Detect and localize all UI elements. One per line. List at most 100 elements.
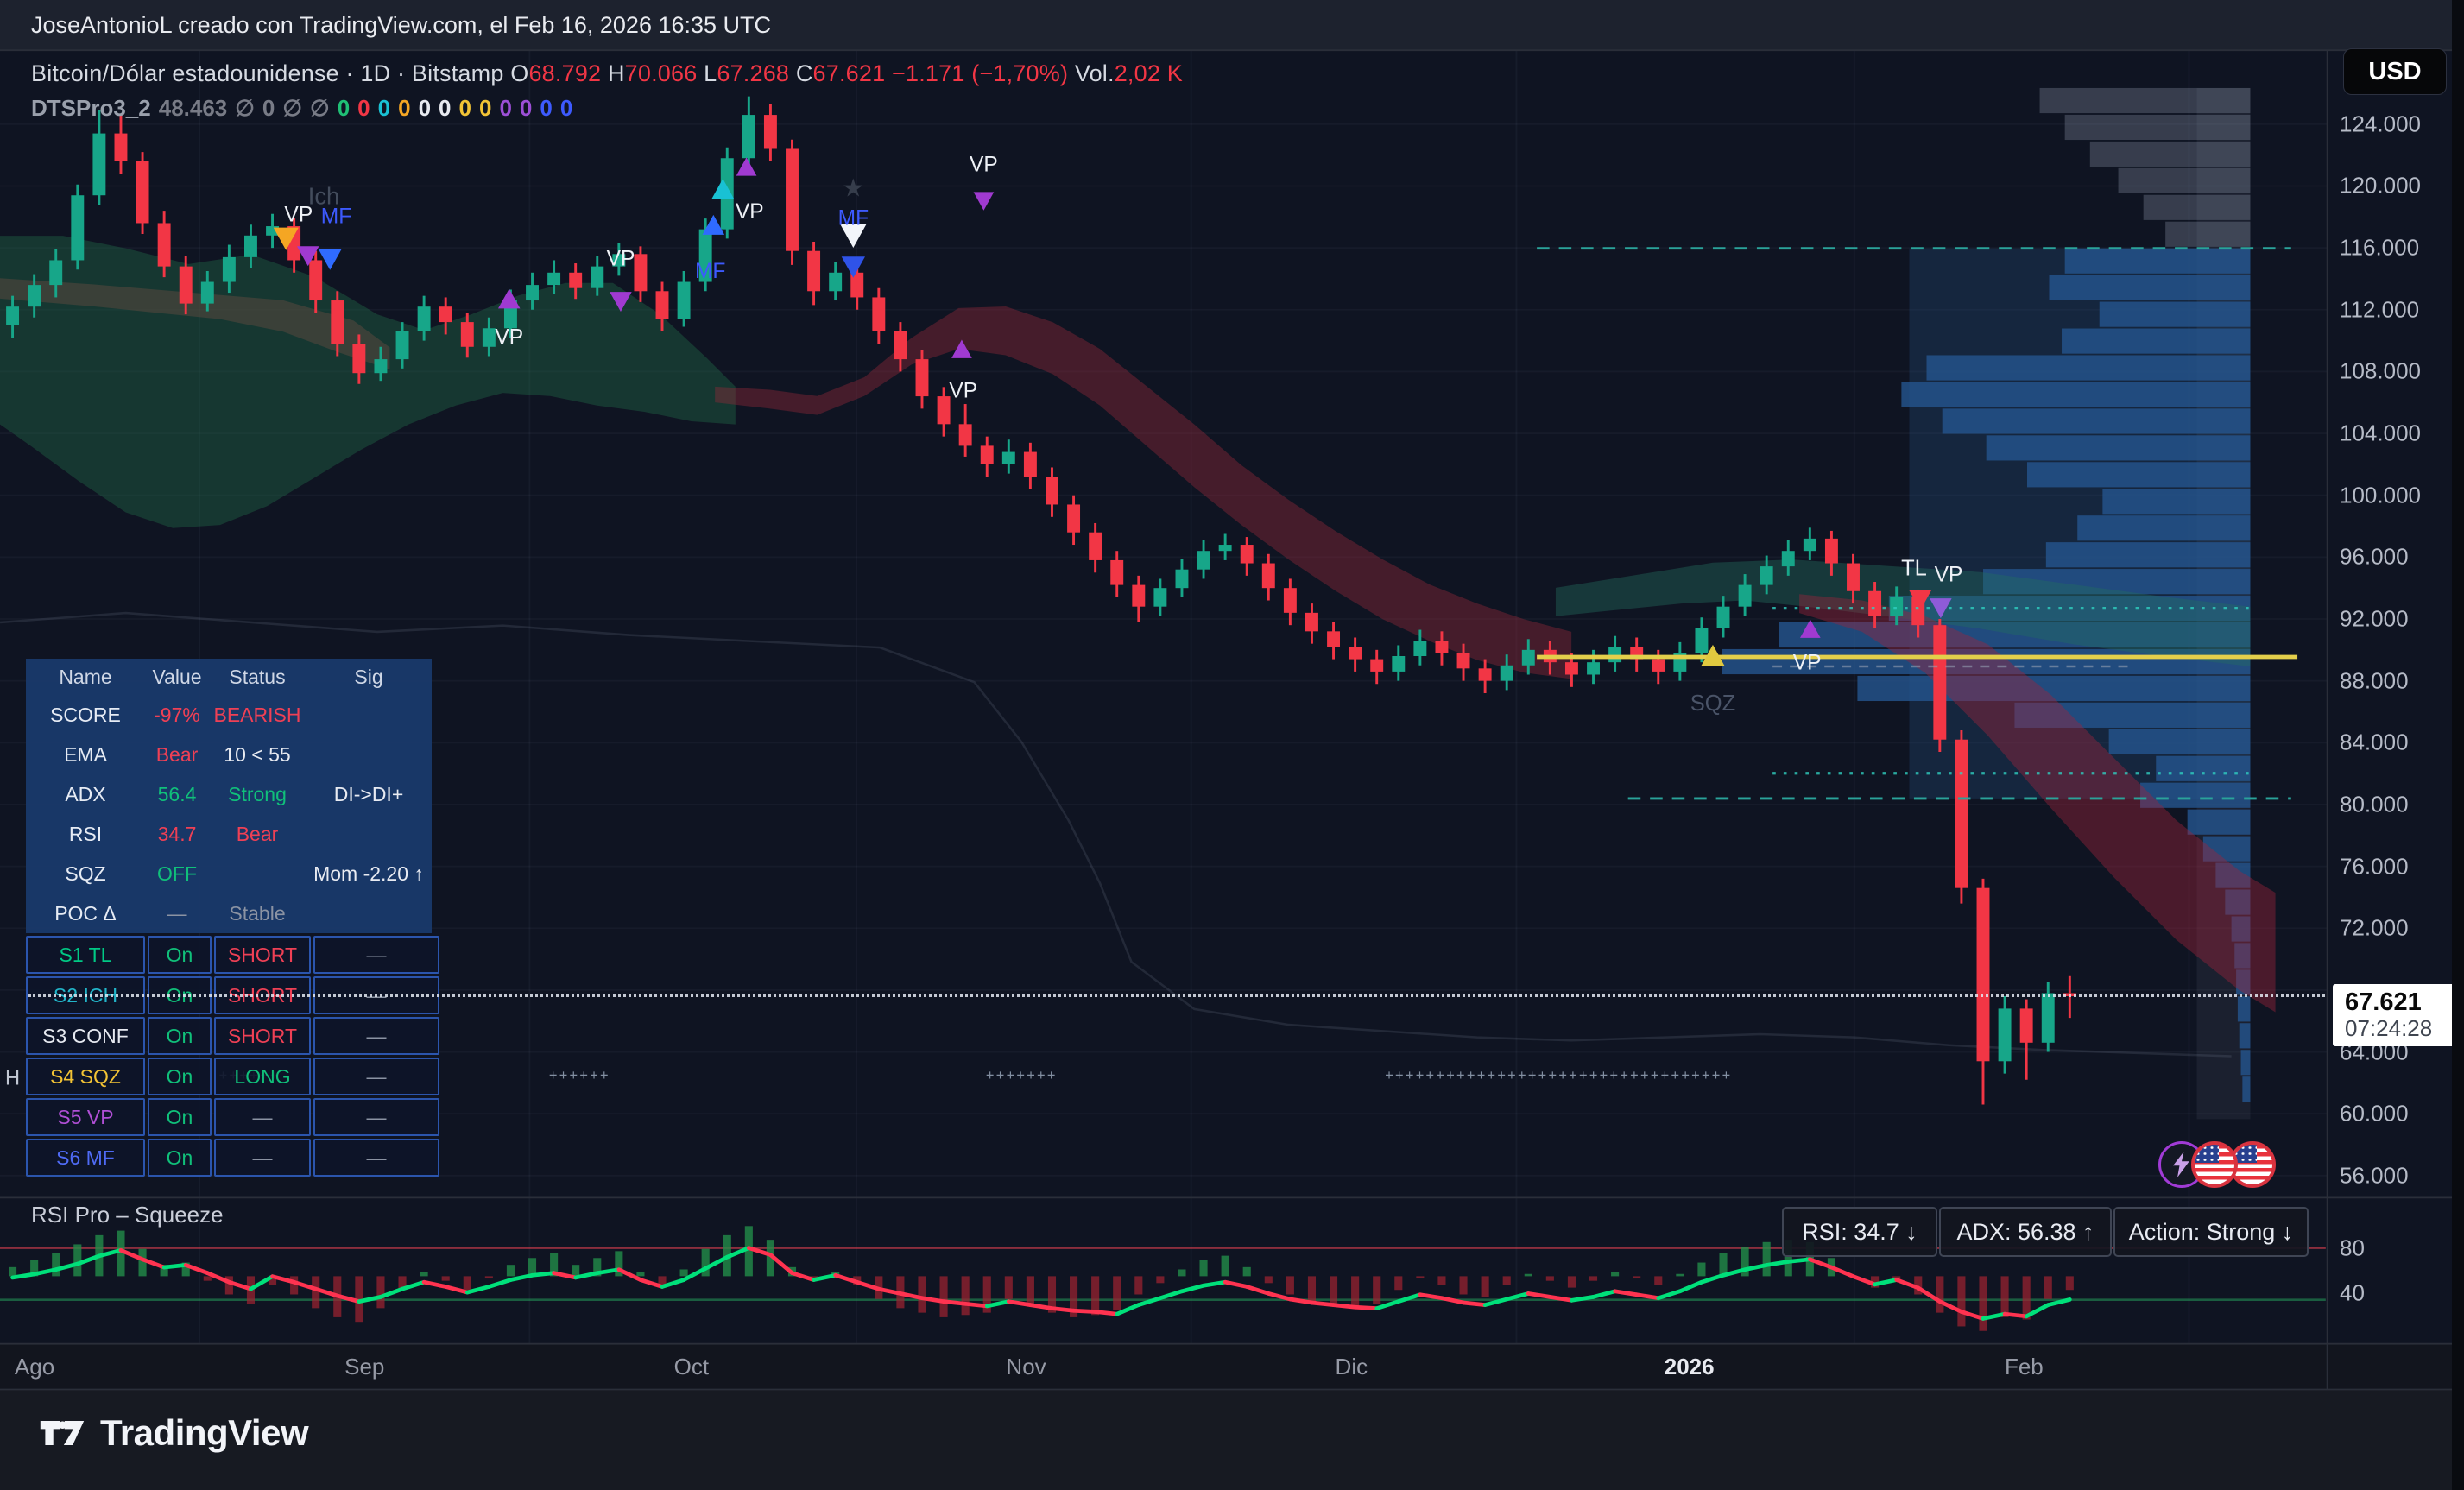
svg-text:H: H bbox=[5, 1067, 20, 1089]
currency-toggle-button[interactable]: USD bbox=[2343, 48, 2447, 95]
tradingview-branding[interactable]: TradingView bbox=[38, 1412, 309, 1454]
signal-cell: — bbox=[214, 1098, 311, 1136]
table-cell: OFF bbox=[157, 862, 197, 885]
svg-text:+: + bbox=[1538, 1068, 1547, 1083]
svg-text:+: + bbox=[1579, 1068, 1588, 1083]
svg-text:+: + bbox=[1027, 1068, 1035, 1083]
time-axis-label: Feb bbox=[2004, 1354, 2044, 1380]
signal-cell: On bbox=[148, 1017, 212, 1055]
signal-cell: S1 TL bbox=[26, 936, 145, 974]
svg-text:+: + bbox=[1600, 1068, 1608, 1083]
signal-cell: SHORT bbox=[214, 936, 311, 974]
svg-text:SQZ: SQZ bbox=[1690, 691, 1735, 716]
indicator-value-segment: 0 bbox=[262, 95, 275, 121]
mf-sell-marker bbox=[318, 249, 342, 270]
vp-sell-marker bbox=[297, 246, 319, 267]
indicator-value-segment: DTSPro3_2 bbox=[31, 95, 151, 121]
tl-sell-marker bbox=[1909, 590, 1931, 610]
signals-table: Name Value Status Sig SCORE -97% BEARISH EMA Bea… bbox=[26, 659, 439, 1177]
signal-cell: SHORT bbox=[214, 1017, 311, 1055]
svg-text:+: + bbox=[1007, 1068, 1015, 1083]
vp-buy-marker bbox=[951, 339, 972, 358]
symbol-info-segment: 70.066 bbox=[624, 60, 704, 86]
table-cell: ADX bbox=[65, 782, 106, 805]
vp-sell-marker bbox=[273, 227, 299, 250]
vp-sell-marker bbox=[973, 192, 995, 211]
price-axis-tick: 56.000 bbox=[2340, 1162, 2409, 1189]
price-axis-tick: 124.000 bbox=[2340, 110, 2421, 137]
signal-row: S1 TL On SHORT — bbox=[26, 933, 439, 974]
rsi-axis-tick: 40 bbox=[2340, 1279, 2365, 1306]
time-axis-label: 2026 bbox=[1664, 1354, 1715, 1380]
svg-text:+: + bbox=[590, 1068, 598, 1083]
indicator-value-segment: 0 bbox=[458, 95, 471, 121]
table-cell: Bear bbox=[155, 742, 199, 766]
signal-cell: — bbox=[313, 1058, 439, 1095]
indicator-legend-row[interactable]: DTSPro3_2 48.463 ∅ 0 ∅ ∅ 0 0 0 0 0 0 0 0 0 0 0 0 bbox=[31, 95, 580, 122]
table-cell: EMA bbox=[64, 742, 107, 766]
table-header-cell: Status bbox=[229, 665, 286, 688]
price-axis-tick: 108.000 bbox=[2340, 357, 2421, 384]
svg-text:+: + bbox=[1016, 1068, 1025, 1083]
svg-text:+: + bbox=[1569, 1068, 1577, 1083]
indicator-value-segment: 48.463 bbox=[158, 95, 228, 121]
pane-separators bbox=[0, 49, 2464, 1391]
bar-countdown: 07:24:28 bbox=[2345, 1015, 2433, 1041]
ichimoku-clouds bbox=[0, 236, 2276, 1013]
price-axis-tick: 84.000 bbox=[2340, 729, 2409, 755]
svg-text:+: + bbox=[1047, 1068, 1056, 1083]
vp-sell-marker bbox=[1930, 598, 1952, 619]
svg-text:+: + bbox=[1549, 1068, 1557, 1083]
flag-canton bbox=[2233, 1145, 2257, 1164]
indicator-status-badge: ADX: 56.38 ↑ bbox=[1939, 1207, 2112, 1257]
svg-text:+: + bbox=[1558, 1068, 1567, 1083]
price-axis-tick: 120.000 bbox=[2340, 172, 2421, 199]
table-cell: -97% bbox=[154, 703, 200, 726]
sqz-buy-marker bbox=[1701, 644, 1725, 666]
signal-cell: On bbox=[148, 936, 212, 974]
svg-text:VP: VP bbox=[284, 204, 313, 227]
svg-text:+: + bbox=[1691, 1068, 1700, 1083]
price-axis-tick: 96.000 bbox=[2340, 543, 2409, 570]
indicator-value-segment: 0 bbox=[519, 95, 533, 121]
symbol-info-row[interactable]: Bitcoin/Dólar estadounidense · 1D · Bits… bbox=[31, 60, 1183, 87]
vp-sell-marker bbox=[610, 292, 632, 313]
candles bbox=[6, 96, 2076, 1105]
last-price-value: 67.621 bbox=[2345, 988, 2422, 1016]
table-cell: POC Δ bbox=[54, 901, 117, 925]
signal-cell: S5 VP bbox=[26, 1098, 145, 1136]
last-price-label: 67.621 07:24:28 bbox=[2333, 984, 2461, 1046]
table-cell: Stable bbox=[229, 901, 286, 925]
svg-text:+: + bbox=[1446, 1068, 1455, 1083]
signal-cell: S4 SQZ bbox=[26, 1058, 145, 1095]
svg-text:+: + bbox=[1497, 1068, 1506, 1083]
us-flag-event-icon[interactable] bbox=[2191, 1141, 2238, 1188]
ich-buy-marker bbox=[711, 179, 735, 199]
svg-text:+: + bbox=[1507, 1068, 1516, 1083]
time-axis-label: Sep bbox=[344, 1354, 385, 1380]
svg-text:★: ★ bbox=[842, 175, 864, 203]
table-cell: Bear bbox=[236, 822, 279, 845]
attribution-bar: JoseAntonioL creado con TradingView.com,… bbox=[0, 0, 2464, 50]
svg-text:+: + bbox=[1620, 1068, 1628, 1083]
table-row: ADX 56.4 Strong DI->DI+ bbox=[26, 774, 432, 814]
svg-text:+: + bbox=[1722, 1068, 1731, 1083]
tradingview-logo-text: TradingView bbox=[100, 1412, 309, 1453]
signal-cell: LONG bbox=[214, 1058, 311, 1095]
currency-label: USD bbox=[2368, 57, 2422, 85]
indicator-value-segment: 0 bbox=[337, 95, 351, 121]
price-axis-tick: 104.000 bbox=[2340, 420, 2421, 446]
signal-row: S3 CONF On SHORT — bbox=[26, 1014, 439, 1055]
indicator-value-segment: 0 bbox=[439, 95, 452, 121]
svg-text:MF: MF bbox=[321, 205, 351, 229]
indicator-value-segment: 0 bbox=[499, 95, 512, 121]
svg-text:VP: VP bbox=[970, 153, 998, 176]
indicator-status-badge: Action: Strong ↓ bbox=[2113, 1207, 2309, 1257]
right-edge-gutter bbox=[2452, 0, 2464, 1490]
signal-cell: — bbox=[214, 1139, 311, 1177]
indicator-value-segment: 0 bbox=[540, 95, 553, 121]
indicator-value-segment: 0 bbox=[559, 95, 573, 121]
svg-text:VP: VP bbox=[736, 200, 764, 224]
